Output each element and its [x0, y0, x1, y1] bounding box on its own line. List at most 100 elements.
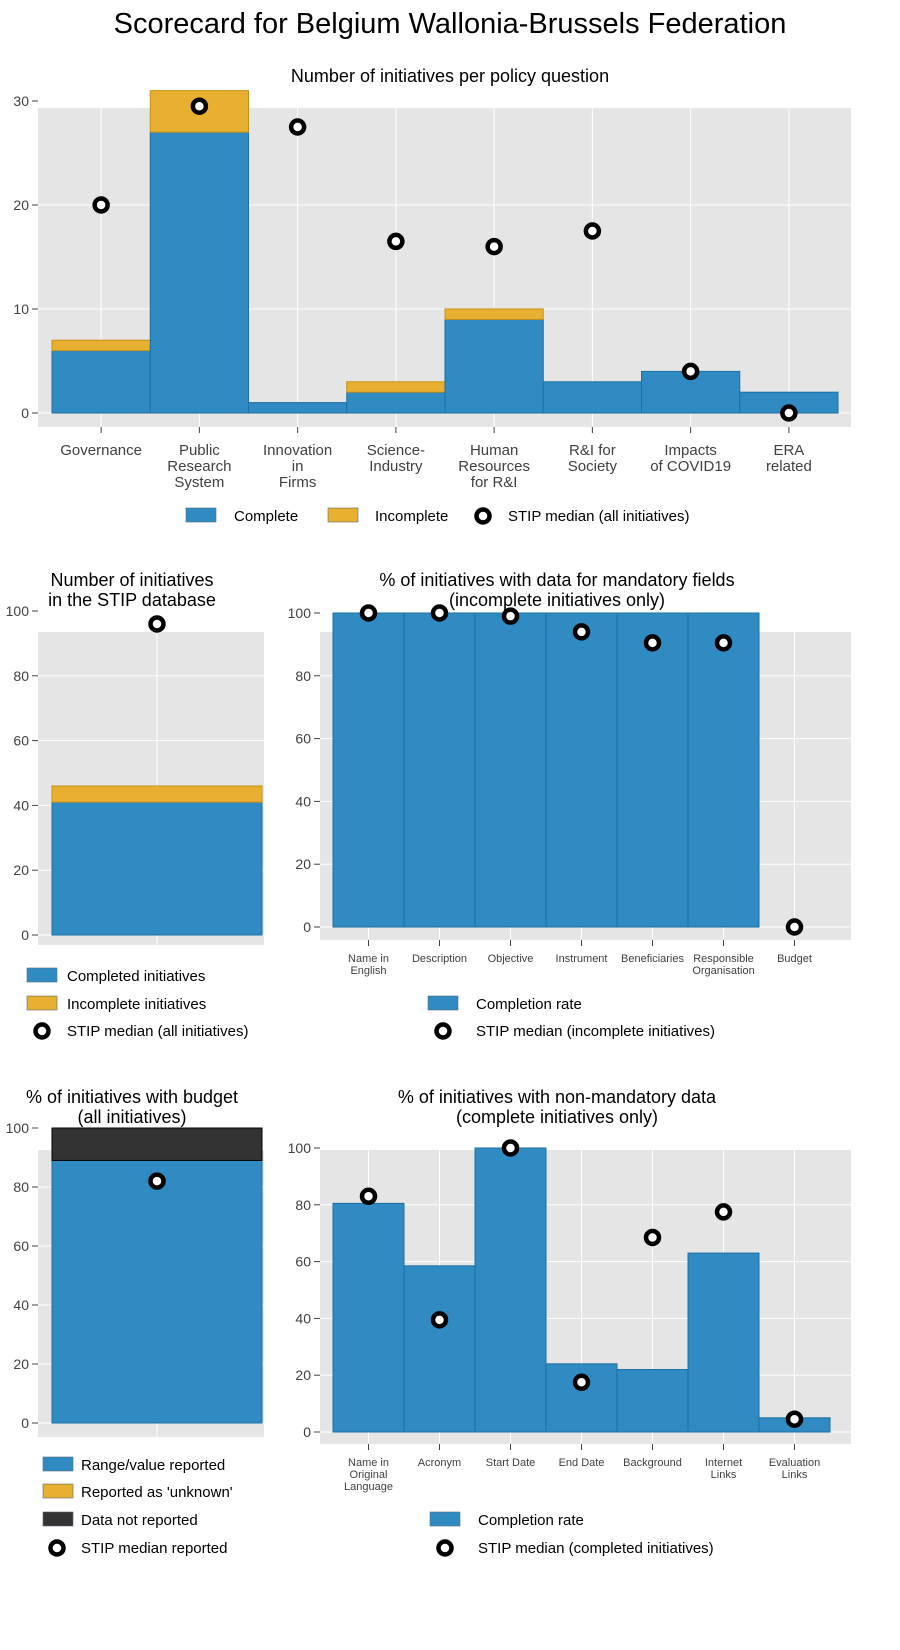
nonmandatory-bar-completion-rate: [687, 1252, 760, 1433]
mandatory-bar-completion-rate: [616, 612, 689, 928]
database-y-tick-label: 100: [6, 603, 30, 619]
legend-completion-swatch: [427, 995, 459, 1011]
legend-unknown-swatch: [42, 1483, 74, 1499]
database-y-tick-label: 0: [21, 927, 29, 943]
mandatory-bar-completion-rate: [545, 612, 618, 928]
database-y-tick-label: 80: [13, 668, 29, 684]
legend-completed-swatch: [26, 967, 58, 983]
nonmandatory-median-marker: [430, 1311, 449, 1329]
budget-y-tick-label: 20: [13, 1356, 29, 1372]
mandatory-x-tick-label: Description: [412, 953, 467, 965]
policy-median-marker: [387, 232, 405, 251]
policy-bar-incomplete: [444, 308, 544, 320]
policy-x-tick-label: ERA related: [766, 442, 812, 475]
policy-bar-complete: [542, 381, 642, 414]
legend-median-marker: [48, 1539, 66, 1557]
mandatory-bar-completion-rate: [332, 612, 405, 928]
legend-median-label: STIP median (incomplete initiatives): [476, 1023, 715, 1040]
database-y-tick-label: 40: [13, 797, 29, 813]
legend-incomplete-swatch: [26, 995, 58, 1011]
policy-median-marker: [92, 196, 110, 214]
policy-bar-incomplete: [51, 339, 151, 352]
nonmandatory-y-tick-label: 80: [295, 1197, 311, 1213]
policy-y-tick-label: 0: [21, 405, 29, 421]
policy-y-tick-label: 30: [13, 93, 29, 109]
mandatory-x-tick-label: Objective: [488, 953, 534, 965]
nonmandatory-y-tick-label: 100: [288, 1140, 312, 1156]
policy-chart-title: Number of initiatives per policy questio…: [291, 66, 609, 86]
nonmandatory-y-tick-label: 60: [295, 1254, 311, 1270]
legend-median-label: STIP median reported: [81, 1540, 227, 1557]
budget-median-marker: [148, 1172, 166, 1190]
nonmandatory-bar-completion-rate: [545, 1363, 618, 1433]
policy-bar-complete: [149, 131, 249, 414]
nonmandatory-x-tick-label: Name in Original Language: [344, 1457, 393, 1493]
mandatory-bar-completion-rate: [403, 612, 476, 928]
mandatory-median-marker: [572, 623, 591, 641]
nonmandatory-x-tick-label: Evaluation Links: [769, 1457, 820, 1481]
legend-unknown-label: Reported as 'unknown': [81, 1484, 233, 1501]
mandatory-chart-title: % of initiatives with data for mandatory…: [379, 570, 734, 610]
mandatory-median-marker: [501, 607, 520, 625]
mandatory-y-tick-label: 100: [288, 605, 312, 621]
budget-chart-title: % of initiatives with budget (all initiat…: [26, 1087, 238, 1127]
policy-x-tick-label: Human Resources for R&I: [458, 442, 530, 491]
mandatory-y-tick-label: 20: [295, 856, 311, 872]
nonmandatory-median-marker: [501, 1139, 520, 1157]
nonmandatory-median-marker: [785, 1410, 804, 1428]
policy-x-tick-label: Science-Industry: [367, 442, 425, 475]
mandatory-y-tick-label: 40: [295, 793, 311, 809]
budget-y-tick-label: 0: [21, 1415, 29, 1431]
legend-median-label: STIP median (all initiatives): [508, 508, 689, 525]
legend-median-marker: [436, 1539, 454, 1557]
policy-median-marker: [780, 404, 798, 422]
legend-completion-label: Completion rate: [476, 996, 582, 1013]
legend-completion-label: Completion rate: [478, 1512, 584, 1529]
policy-bar-incomplete: [346, 381, 446, 393]
database-y-tick-label: 60: [13, 733, 29, 749]
nonmandatory-median-marker: [643, 1228, 662, 1247]
legend-reported-label: Range/value reported: [81, 1457, 225, 1474]
legend-reported-swatch: [42, 1456, 74, 1472]
budget-y-tick-label: 40: [13, 1297, 29, 1313]
policy-x-tick-label: Governance: [60, 442, 142, 459]
nonmandatory-bar-completion-rate: [474, 1147, 547, 1433]
nonmandatory-bar-completion-rate: [332, 1202, 405, 1433]
nonmandatory-y-tick-label: 40: [295, 1310, 311, 1326]
policy-median-marker: [288, 118, 307, 136]
nonmandatory-x-tick-label: End Date: [559, 1457, 605, 1469]
policy-bar-complete: [346, 391, 446, 414]
legend-complete-swatch: [185, 507, 217, 523]
nonmandatory-x-tick-label: Start Date: [486, 1457, 536, 1469]
policy-y-tick-label: 20: [13, 197, 29, 213]
database-bar-completed-initiatives: [51, 801, 263, 936]
policy-bar-complete: [248, 402, 348, 414]
budget-bar-range-value-reported: [51, 1159, 263, 1424]
nonmandatory-median-marker: [359, 1187, 378, 1206]
policy-x-tick-label: Impacts of COVID19: [650, 442, 731, 475]
mandatory-median-marker: [643, 634, 662, 652]
legend-median-label: STIP median (all initiatives): [67, 1023, 248, 1040]
mandatory-x-tick-label: Responsible Organisation: [692, 953, 754, 977]
page-title: Scorecard for Belgium Wallonia-Brussels …: [113, 8, 787, 40]
mandatory-median-marker: [785, 918, 804, 936]
legend-median-marker: [434, 1022, 452, 1040]
policy-median-marker: [583, 222, 602, 240]
policy-median-marker: [681, 362, 700, 381]
budget-y-tick-label: 60: [13, 1238, 29, 1254]
legend-completed-label: Completed initiatives: [67, 968, 205, 985]
policy-x-tick-label: Public Research System: [167, 442, 231, 491]
mandatory-bar-completion-rate: [687, 612, 760, 928]
database-bar-incomplete-initiatives: [51, 785, 263, 803]
policy-y-tick-label: 10: [13, 301, 29, 317]
nonmandatory-x-tick-label: Internet Links: [705, 1457, 742, 1481]
mandatory-median-marker: [714, 634, 733, 652]
mandatory-y-tick-label: 80: [295, 668, 311, 684]
policy-bar-complete: [444, 318, 544, 414]
mandatory-bar-completion-rate: [474, 612, 547, 928]
policy-median-marker: [485, 237, 503, 256]
nonmandatory-chart-title: % of initiatives with non-mandatory data…: [398, 1087, 717, 1127]
policy-x-tick-label: R&I for Society: [568, 442, 618, 475]
legend-median-marker: [33, 1022, 51, 1040]
